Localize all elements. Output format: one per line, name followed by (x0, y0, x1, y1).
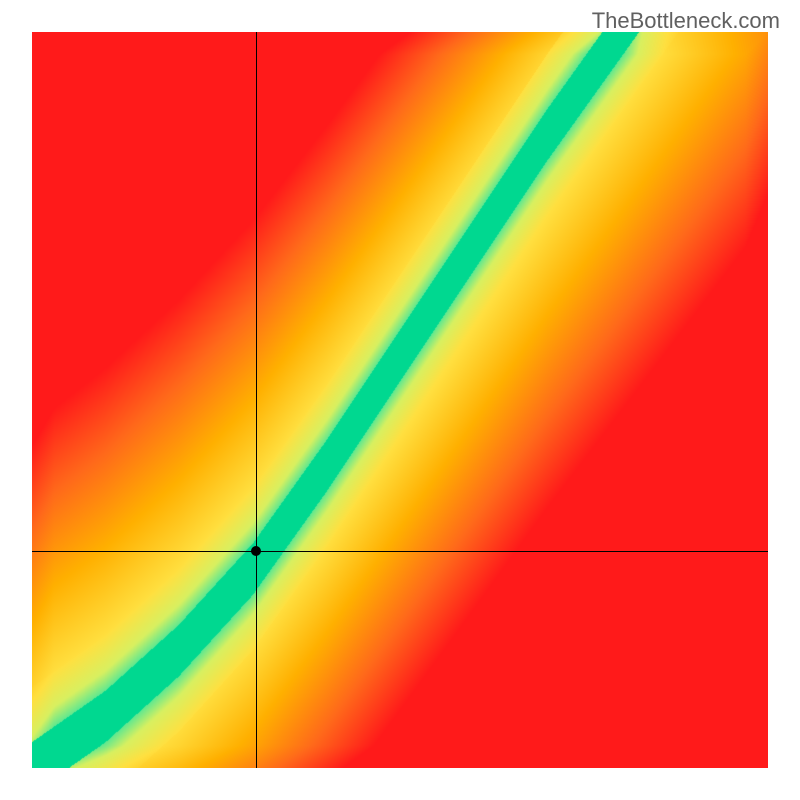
crosshair-horizontal (32, 551, 768, 552)
heatmap-canvas (32, 32, 768, 768)
crosshair-vertical (256, 32, 257, 768)
watermark-text: TheBottleneck.com (592, 8, 780, 34)
plot-frame (32, 32, 768, 768)
